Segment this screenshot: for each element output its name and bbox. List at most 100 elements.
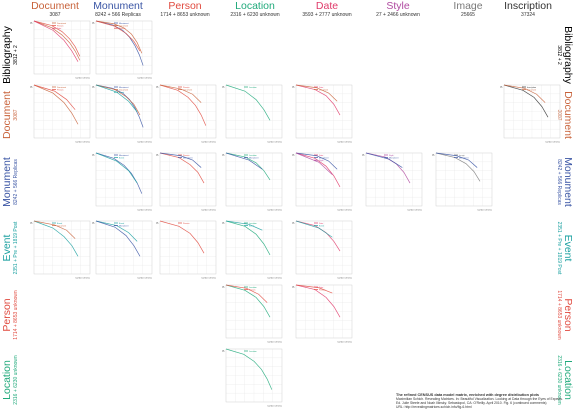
y-axis-label: Pₗ xyxy=(433,153,436,157)
legend-label-inscription: Inscription xyxy=(527,86,536,89)
panel-document-monument: Pₗ number of links Monument Document Event xyxy=(92,82,154,144)
legend-label-location: Location xyxy=(249,350,257,353)
series-line-person xyxy=(95,20,141,52)
y-axis-label: Pₗ xyxy=(223,85,226,89)
legend-label-document: Document xyxy=(119,24,129,27)
column-title: Person xyxy=(168,0,202,12)
plot-frame xyxy=(295,284,353,339)
series-line-document xyxy=(159,84,202,103)
panel-bibliography-document: Pₗ number of links Document Person Date xyxy=(30,18,92,80)
plot-frame xyxy=(295,152,353,207)
x-axis-label: number of links xyxy=(337,141,353,144)
series-line-person xyxy=(33,84,76,110)
y-axis-label: Pₗ xyxy=(293,285,296,289)
series-line-document xyxy=(295,84,338,102)
column-count: 2316 + 6230 unknown xyxy=(230,12,280,18)
credit-line-3: URL: http://revealingmatrices.schich.inf… xyxy=(396,405,472,409)
row-count: 2316 + 6230 unknown xyxy=(13,355,19,405)
column-title: Monument xyxy=(93,0,143,12)
x-axis-label: number of links xyxy=(477,209,493,212)
series-line-event xyxy=(95,84,138,113)
series-line-monument xyxy=(95,152,143,194)
row-title: Location xyxy=(1,360,13,400)
panel-location-location: Pₗ number of links Location xyxy=(222,346,284,408)
x-axis-label: number of links xyxy=(137,141,153,144)
series-line-event xyxy=(95,152,138,184)
y-axis-label: Pₗ xyxy=(293,153,296,157)
series-line-document xyxy=(95,84,141,116)
series-line-monument xyxy=(95,220,141,257)
plot-frame xyxy=(33,84,91,139)
column-header-date: Date 3593 + 2777 unknown xyxy=(293,1,361,19)
legend-label-person: Person xyxy=(57,25,63,27)
legend-label-person: Person xyxy=(183,87,189,89)
column-header-image: Image 25665 xyxy=(434,1,502,19)
row-header-left-monument: Monument 8242 + 566 Replicas xyxy=(1,152,19,212)
legend-label-document: Document xyxy=(319,88,329,91)
plot-frame xyxy=(225,220,283,275)
x-axis-label: number of links xyxy=(75,77,91,80)
row-count: 1714 + 8653 unknown xyxy=(556,290,562,340)
series-line-monument xyxy=(225,152,263,170)
legend-label-document: Document xyxy=(57,86,67,89)
column-title: Style xyxy=(386,0,410,12)
series-line-date xyxy=(33,20,79,62)
y-axis-label: Pₗ xyxy=(31,85,34,89)
legend-label-event: Event xyxy=(57,222,63,225)
panel-monument-location: Pₗ number of links Location Monument xyxy=(222,150,284,212)
series-line-monument xyxy=(159,152,202,168)
y-axis-label: Pₗ xyxy=(157,221,160,225)
x-axis-label: number of links xyxy=(545,141,561,144)
row-header-left-person: Person 1714 + 8653 unknown xyxy=(1,285,19,345)
row-title: Monument xyxy=(1,157,13,207)
x-axis-label: number of links xyxy=(337,341,353,344)
series-line-image xyxy=(435,152,481,182)
panel-bibliography-monument: Pₗ number of links Monument Document Person xyxy=(92,18,154,80)
series-line-location xyxy=(225,152,271,181)
row-header-right-bibliography: Bibliography 3812 + 2 xyxy=(556,25,574,85)
legend-label-monument: Monument xyxy=(319,156,329,159)
column-title: Document xyxy=(31,0,79,12)
x-axis-label: number of links xyxy=(75,277,91,280)
row-header-right-monument: Monument 8242 + 566 Replicas xyxy=(556,152,574,212)
row-title: Event xyxy=(562,234,574,262)
plot-frame xyxy=(295,220,353,275)
y-axis-label: Pₗ xyxy=(157,153,160,157)
panel-event-date: Pₗ number of links Date Event xyxy=(292,218,354,280)
row-count: 8242 + 566 Replicas xyxy=(556,159,562,205)
series-line-style xyxy=(295,152,333,175)
legend-label-monument: Monument xyxy=(459,156,469,159)
column-count: 8242 + 566 Replicas xyxy=(95,12,141,18)
legend-label-document: Document xyxy=(57,224,67,227)
panel-event-document: Pₗ number of links Event Document xyxy=(30,218,92,280)
row-title: Person xyxy=(562,298,574,332)
legend-label-location: Location xyxy=(249,86,257,89)
series-line-person xyxy=(295,284,333,294)
y-axis-label: Pₗ xyxy=(223,349,226,353)
legend-label-image: Image xyxy=(459,155,465,157)
series-line-person xyxy=(159,220,205,254)
panel-document-document: Pₗ number of links Document Person xyxy=(30,82,92,144)
legend-label-monument: Monument xyxy=(249,156,259,159)
legend-label-monument: Monument xyxy=(119,86,129,89)
x-axis-label: number of links xyxy=(201,209,217,212)
row-title: Document xyxy=(1,91,13,139)
x-axis-label: number of links xyxy=(267,277,283,280)
legend-label-location: Location xyxy=(249,222,257,225)
plot-frame xyxy=(225,84,283,139)
legend-label-event: Event xyxy=(119,222,125,225)
plot-frame xyxy=(95,220,153,275)
x-axis-label: number of links xyxy=(137,277,153,280)
panel-event-location: Pₗ number of links Location Event xyxy=(222,218,284,280)
column-title: Inscription xyxy=(504,0,552,12)
column-header-style: Style 27 + 2466 unknown xyxy=(364,0,432,19)
legend-label-date: Date xyxy=(319,222,324,225)
y-axis-label: Pₗ xyxy=(93,221,96,225)
